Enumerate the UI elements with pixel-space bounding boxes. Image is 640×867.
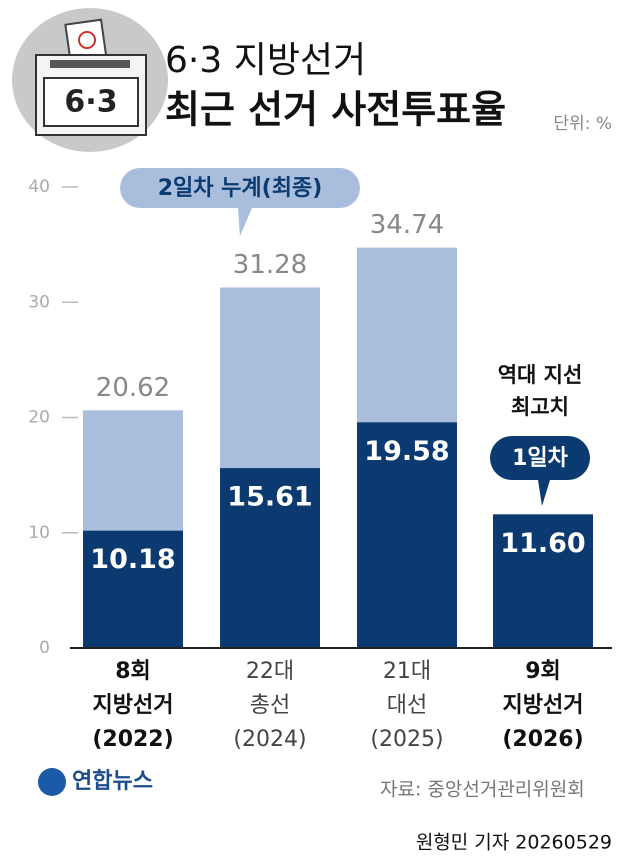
callout-bubble: [120, 168, 360, 236]
value-label: 31.28: [233, 250, 307, 280]
y-tick-label: 20: [28, 408, 50, 428]
x-tick-label: 지방선거: [503, 693, 584, 718]
value-label: 10.18: [90, 544, 175, 575]
value-label: 19.58: [364, 436, 449, 467]
y-tick-label: 0: [39, 638, 50, 658]
x-tick-label: 21대: [383, 659, 431, 684]
bar: [493, 514, 593, 648]
x-tick-label: 총선: [250, 693, 290, 718]
y-tick-label: 30: [28, 292, 50, 312]
value-label: 11.60: [500, 528, 585, 559]
annotation: 최고치: [511, 395, 569, 419]
logo-text: 연합뉴스: [72, 768, 153, 794]
chart-subtitle: 최근 선거 사전투표율: [165, 88, 506, 132]
callout-bubble: [490, 436, 590, 506]
y-tick-label: 10: [28, 523, 50, 543]
x-tick-label: (2022): [92, 727, 173, 752]
legend-label: 2일차 누계(최종): [158, 176, 323, 201]
value-label: 15.61: [227, 482, 312, 513]
logo: 연합뉴스: [38, 768, 153, 796]
x-tick-label: 8회: [115, 659, 151, 684]
x-tick-label: (2025): [370, 727, 443, 752]
value-label: 20.62: [96, 373, 170, 403]
x-tick-label: 지방선거: [93, 693, 174, 718]
x-tick-label: 대선: [387, 693, 427, 718]
x-tick-label: 22대: [246, 659, 294, 684]
ballot-label: 6·3: [64, 85, 117, 120]
unit-label: 단위: %: [553, 114, 612, 134]
bar: [83, 530, 183, 648]
y-tick-label: 40: [28, 177, 50, 197]
annotation: 역대 지선: [498, 363, 583, 387]
value-label: 34.74: [370, 210, 444, 240]
ballot-box-illustration: 6·3: [12, 8, 168, 152]
bar: [220, 468, 320, 648]
source: 자료: 중앙선거관리위원회: [380, 779, 585, 801]
bar: [357, 422, 457, 648]
x-tick-label: (2024): [233, 727, 306, 752]
x-tick-label: 9회: [525, 659, 561, 684]
legend-label: 1일차: [512, 446, 569, 471]
x-tick-label: (2026): [502, 727, 583, 752]
byline: 원형민 기자 20260529: [416, 832, 612, 854]
chart-title: 6·3 지방선거: [165, 40, 366, 81]
